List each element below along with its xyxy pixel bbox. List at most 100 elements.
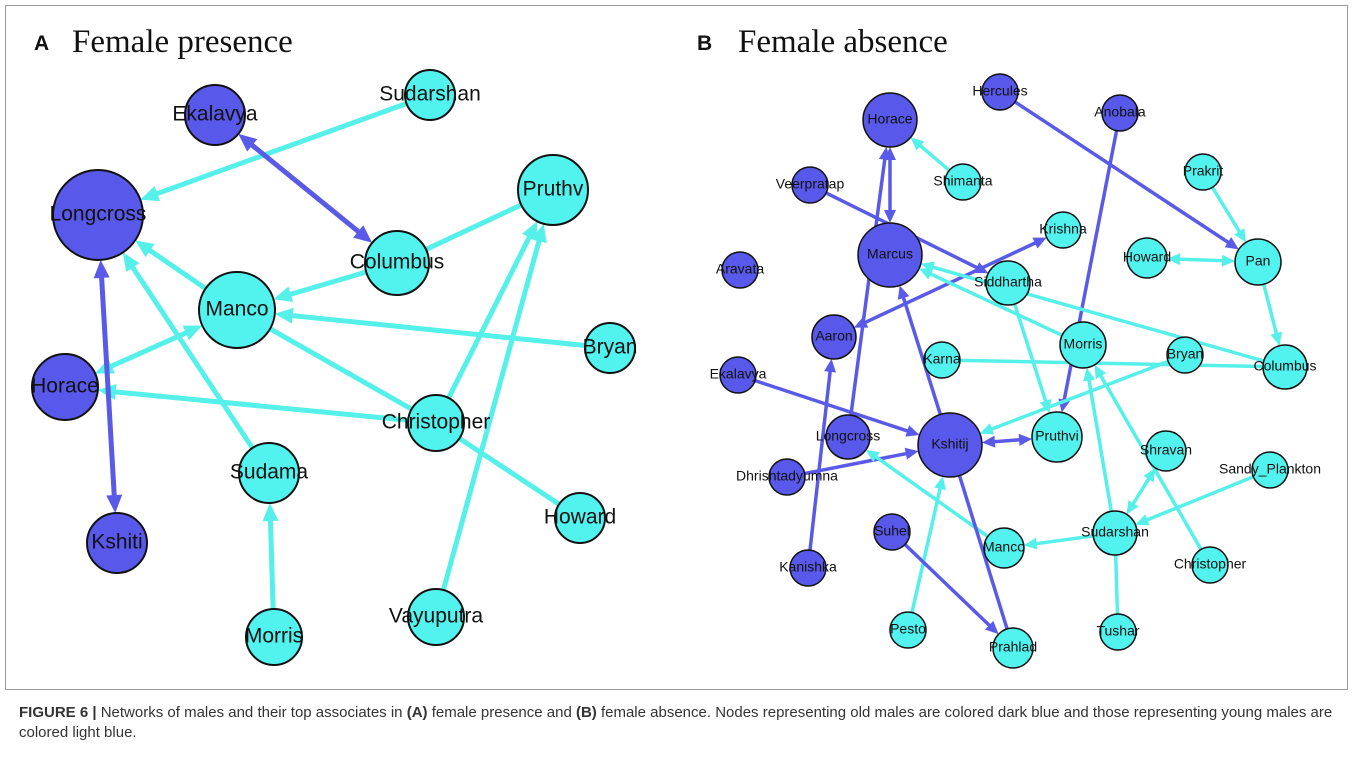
edge: [1177, 257, 1225, 263]
edge: [988, 359, 1169, 432]
node: [1099, 613, 1137, 651]
node: [364, 230, 430, 296]
node-label: Christopher: [382, 411, 491, 434]
node-label: Horace: [867, 111, 912, 127]
edge: [107, 329, 191, 370]
panel-title: Female presence: [72, 24, 293, 60]
caption-label: FIGURE 6 |: [19, 704, 97, 721]
node: [584, 322, 636, 374]
node: [184, 84, 246, 146]
node-label: Anobala: [1094, 104, 1146, 120]
edge: [128, 263, 255, 450]
edge: [873, 454, 989, 538]
node: [517, 154, 589, 226]
node: [198, 271, 276, 349]
edge: [111, 389, 409, 423]
caption-ref: (A): [406, 704, 428, 721]
node: [1044, 211, 1082, 249]
node-label: Sandy_Plankton: [1219, 461, 1321, 477]
node: [1234, 238, 1282, 286]
node: [1031, 411, 1083, 463]
node-label: Siddhartha: [974, 274, 1042, 290]
arrowhead: [1126, 500, 1139, 515]
edge: [1130, 475, 1152, 507]
node-label: Sudama: [230, 461, 309, 484]
networks: Ekalavya Sudarshan Longcross Pruthv Columbus…: [5, 5, 1348, 690]
node: [768, 458, 806, 496]
node-label: Sudarshan: [1081, 524, 1149, 540]
node: [1145, 430, 1187, 472]
node-label: Pesto: [890, 621, 926, 637]
arrowhead: [1018, 433, 1033, 446]
edge: [440, 236, 543, 591]
arrowhead: [897, 285, 910, 300]
arrowhead: [905, 425, 920, 437]
node: [1126, 237, 1168, 279]
node: [985, 260, 1031, 306]
caption-text: Networks of males and their top associat…: [96, 704, 407, 721]
node: [923, 341, 961, 379]
edge: [98, 274, 117, 499]
node: [1166, 336, 1204, 374]
edge: [288, 312, 586, 348]
edge: [153, 101, 408, 198]
edge: [754, 378, 911, 434]
node-label: Ekalavya: [172, 103, 258, 126]
arrowhead: [262, 502, 279, 522]
arrowhead: [853, 316, 869, 328]
arrowhead: [135, 240, 155, 258]
arrowhead: [1039, 398, 1052, 414]
node-label: Longcross: [50, 203, 147, 226]
node: [983, 527, 1025, 569]
edge: [1144, 475, 1254, 523]
node: [944, 163, 982, 201]
node-label: Marcus: [867, 246, 913, 262]
node-label: Aaron: [815, 328, 852, 344]
arrowhead: [273, 286, 293, 302]
node-label: Pruthvi: [1035, 428, 1079, 444]
node-label: Kshitij: [931, 436, 968, 452]
arrowhead: [865, 449, 880, 463]
node: [917, 412, 983, 478]
edge: [849, 156, 887, 416]
edge: [1013, 303, 1048, 404]
arrowhead: [1023, 537, 1038, 550]
panel-letter: A: [34, 32, 49, 55]
panel-title: Female absence: [738, 24, 948, 60]
node: [1092, 510, 1138, 556]
arrowhead: [1032, 237, 1047, 249]
node-label: Christopher: [1174, 556, 1247, 572]
node-label: Dhrishtadyumna: [736, 468, 838, 484]
node-label: Longcross: [816, 428, 881, 444]
edge: [804, 451, 909, 476]
arrowhead: [238, 133, 258, 152]
node: [404, 69, 456, 121]
node: [1184, 153, 1222, 191]
arrowhead: [531, 223, 547, 244]
arrowhead: [979, 423, 995, 435]
node-label: Manco: [205, 298, 268, 321]
node-label: Vayuputra: [389, 605, 483, 628]
node-label: Tushar: [1096, 623, 1139, 639]
arrowhead: [140, 186, 160, 202]
edge: [1262, 283, 1279, 337]
node-label: Prakrit: [1183, 163, 1224, 179]
node: [981, 73, 1019, 111]
node: [719, 356, 757, 394]
node-label: Manco: [983, 539, 1025, 555]
edge: [959, 358, 1264, 369]
arrowhead: [878, 146, 891, 161]
edge: [268, 326, 413, 412]
node-label: Sudarshan: [379, 83, 481, 106]
node: [873, 513, 911, 551]
arrowhead: [353, 225, 373, 243]
node: [791, 166, 829, 204]
node: [554, 492, 606, 544]
node-label: Howard: [544, 506, 616, 529]
arrowhead: [824, 358, 837, 373]
node: [1251, 451, 1289, 489]
node-label: Shravan: [1140, 442, 1192, 458]
node-label: Morris: [1064, 336, 1103, 352]
arrowhead: [1221, 254, 1236, 267]
